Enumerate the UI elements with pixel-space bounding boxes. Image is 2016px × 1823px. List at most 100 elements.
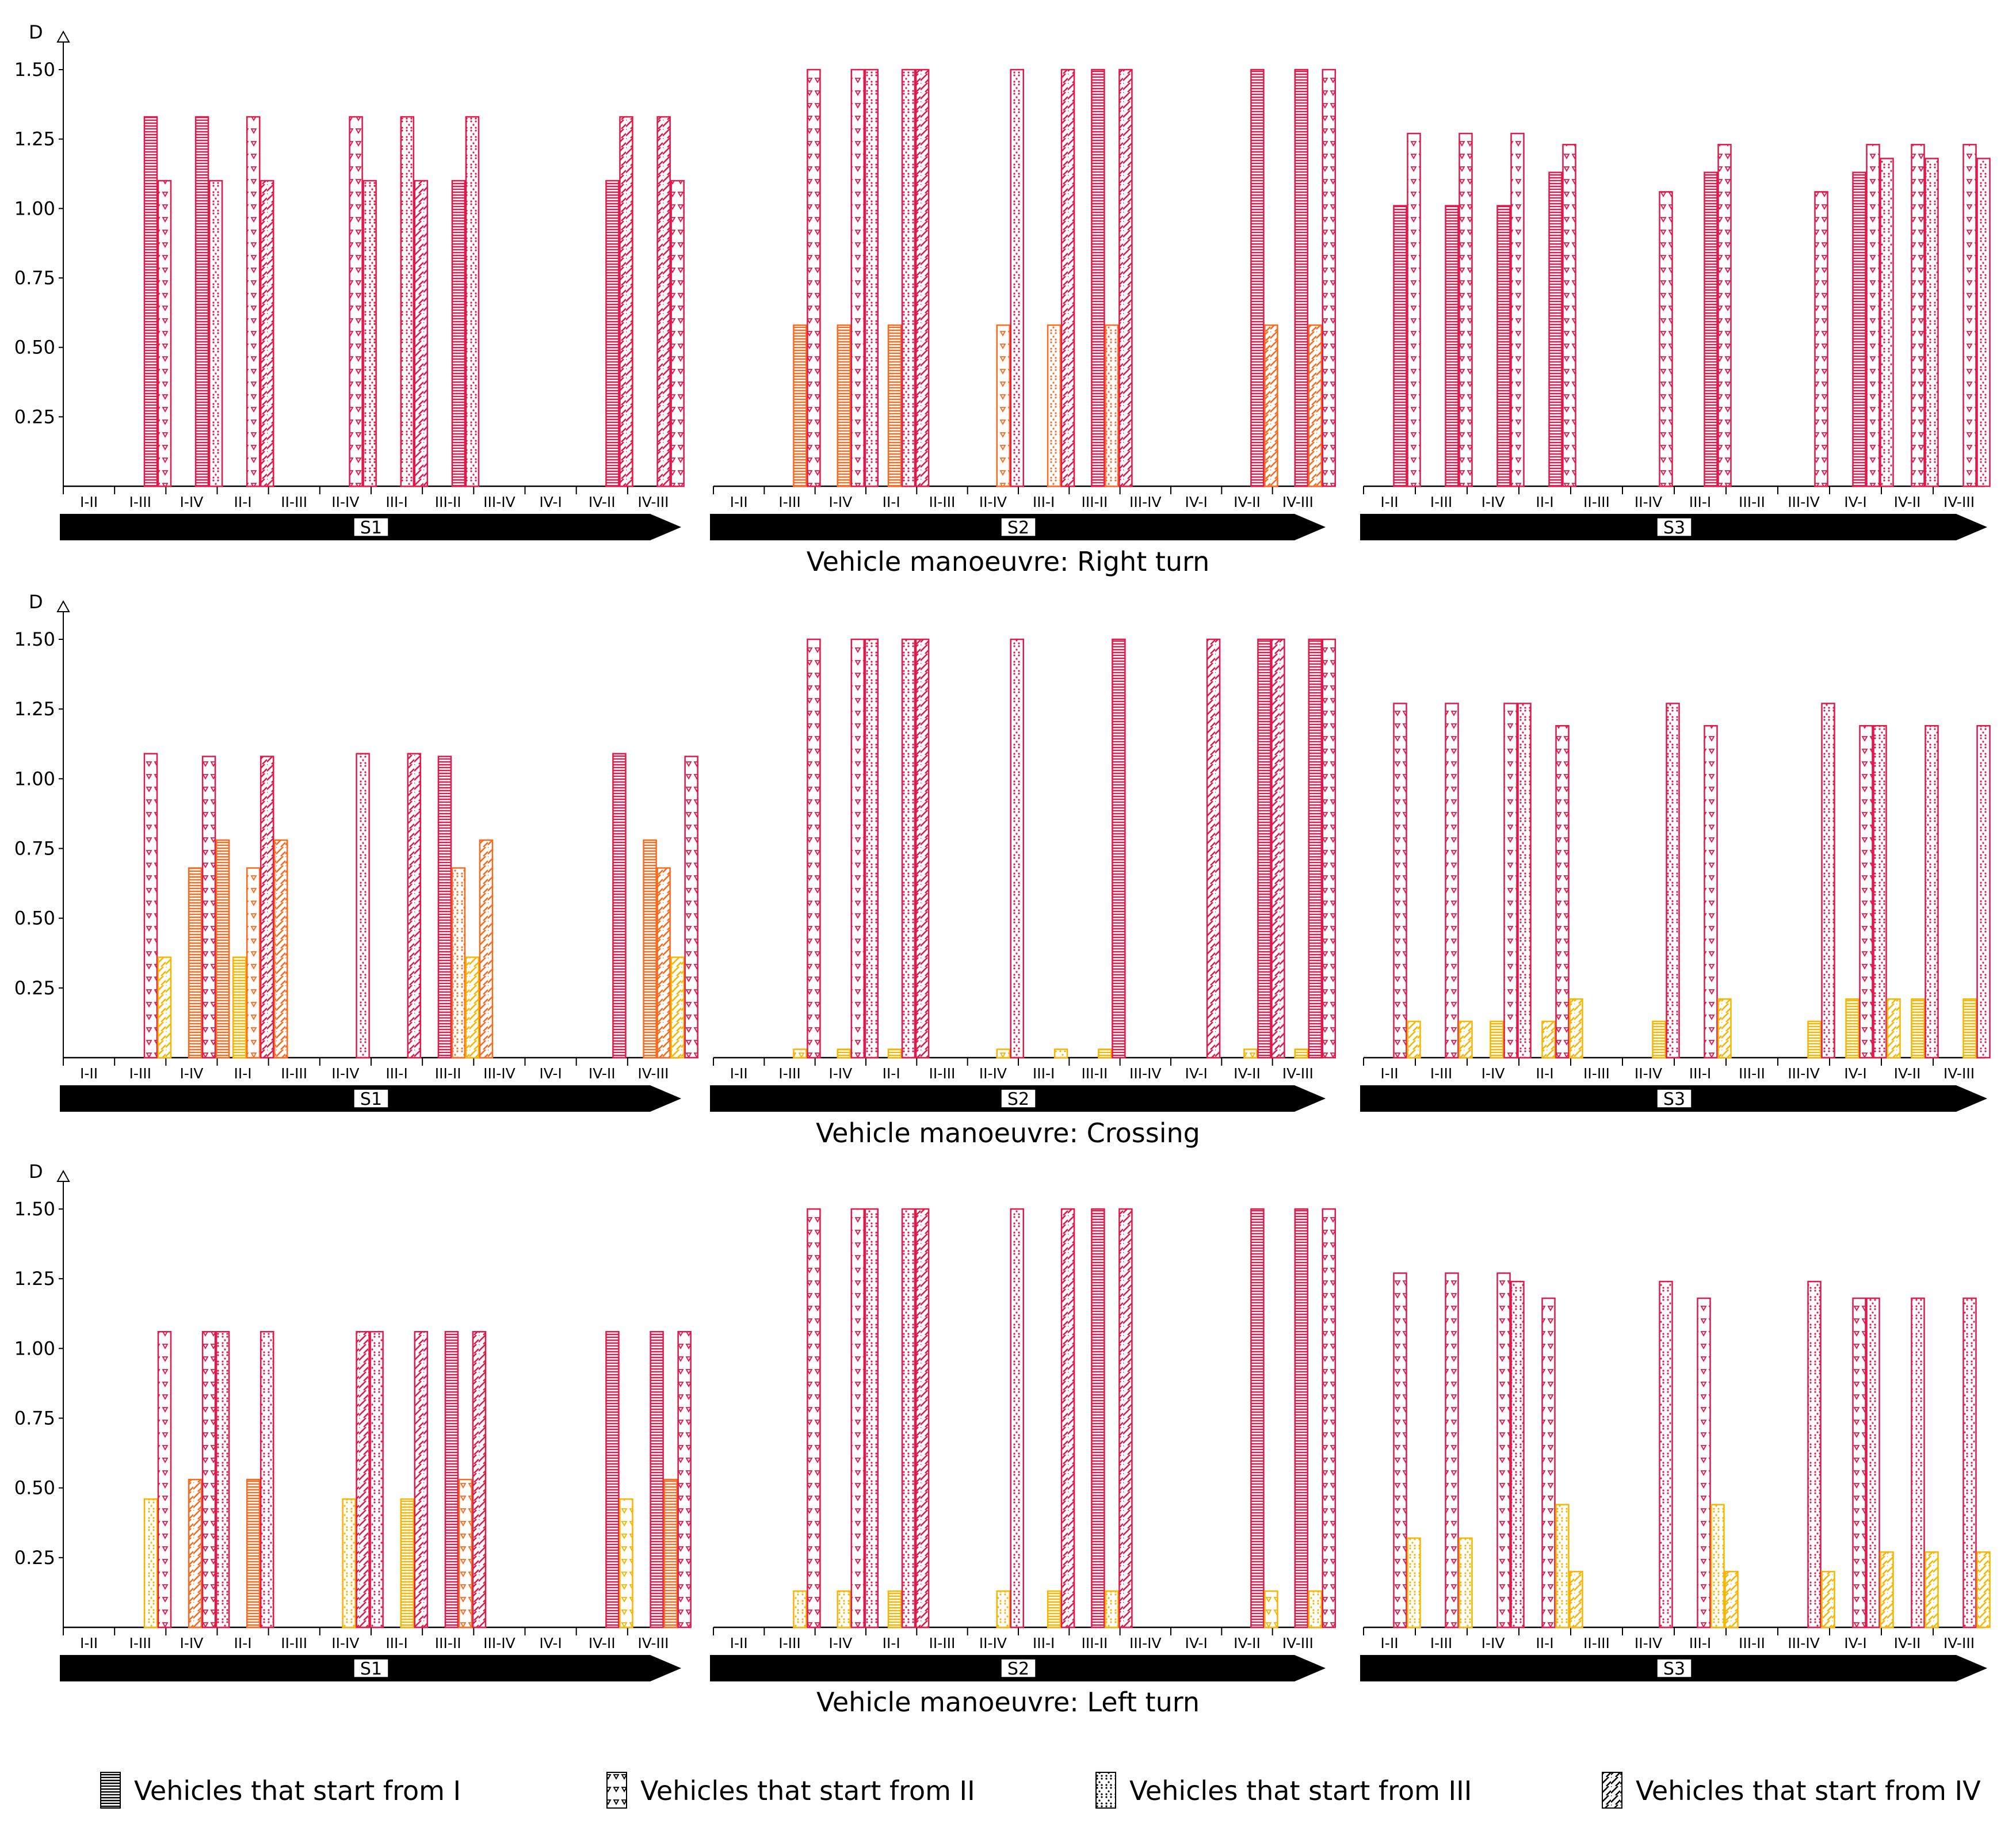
row-caption-left-turn: Vehicle manoeuvre: Left turn xyxy=(816,1687,1200,1718)
x-tick-label: I-IV xyxy=(828,1065,852,1082)
bar xyxy=(1814,191,1828,487)
bar xyxy=(1659,1280,1673,1629)
bar xyxy=(663,1478,678,1629)
x-tick-label: IV-II xyxy=(589,494,616,510)
scenario-label-box xyxy=(1001,1658,1036,1678)
bar xyxy=(901,1208,916,1629)
bar xyxy=(1852,171,1866,487)
x-tick-label: III-I xyxy=(1689,1065,1712,1082)
bar xyxy=(1308,324,1322,487)
bar xyxy=(887,324,902,487)
bar xyxy=(1091,1208,1105,1629)
x-tick-label: I-IV xyxy=(180,1065,203,1082)
bar xyxy=(1322,638,1336,1059)
y-tick-label: 1.00 xyxy=(14,1337,55,1359)
bar xyxy=(915,638,930,1059)
x-tick-label: I-II xyxy=(80,1065,98,1082)
bar xyxy=(1322,1208,1336,1629)
bar xyxy=(1393,703,1407,1059)
bar xyxy=(1569,1570,1583,1629)
x-tick-label: III-I xyxy=(1689,1635,1712,1652)
bar xyxy=(1098,1048,1112,1059)
bar xyxy=(274,839,288,1059)
bar xyxy=(1866,1297,1880,1629)
x-tick-label: III-I xyxy=(385,1635,408,1652)
bar xyxy=(479,839,494,1059)
x-tick-label: IV-II xyxy=(1894,1635,1921,1652)
bar-panel: I-II I-III I-IV II-I II-III II-IV III-I III-II I… xyxy=(710,638,1336,1112)
y-axis-label: D xyxy=(29,591,43,613)
scenario-label: S3 xyxy=(1663,1089,1685,1109)
x-tick-label: I-II xyxy=(1380,1065,1398,1082)
bar xyxy=(1724,1570,1739,1629)
x-tick-label: II-I xyxy=(1536,1065,1553,1082)
x-tick-label: II-III xyxy=(929,1635,956,1652)
x-tick-label: IV-I xyxy=(1185,1065,1207,1082)
x-tick-label: III-II xyxy=(1739,1065,1765,1082)
scenario-label-box xyxy=(353,1089,389,1108)
bar xyxy=(1652,1020,1666,1059)
x-tick-label: I-III xyxy=(1430,494,1453,510)
bar-panel: I-II I-III I-IV II-I II-III II-IV III-I III-II I… xyxy=(1360,132,1991,540)
scenario-label: S1 xyxy=(360,518,382,538)
y-axis-arrow xyxy=(56,30,70,43)
x-tick-label: IV-I xyxy=(1844,494,1866,510)
x-tick-label: III-IV xyxy=(1129,1635,1162,1652)
x-tick-label: IV-III xyxy=(1282,1635,1314,1652)
bar xyxy=(1807,1280,1822,1629)
x-tick-label: I-III xyxy=(778,1065,801,1082)
legend-swatch xyxy=(606,1772,627,1809)
x-tick-label: I-IV xyxy=(1482,1065,1505,1082)
x-tick-label: IV-I xyxy=(539,494,562,510)
bar xyxy=(157,956,172,1059)
bar xyxy=(807,1208,821,1629)
x-tick-label: III-IV xyxy=(483,494,516,510)
x-tick-label: II-I xyxy=(1536,494,1553,510)
x-tick-label: I-IV xyxy=(828,494,852,510)
legend-swatch xyxy=(1602,1772,1622,1809)
panels: D0.250.500.751.001.251.50I-II I-III I-IV II… xyxy=(14,21,1991,1681)
scenario-label: S2 xyxy=(1007,518,1029,538)
bar xyxy=(232,956,247,1059)
x-tick-label: II-I xyxy=(1536,1635,1553,1652)
bar xyxy=(1704,171,1718,487)
x-tick-label: II-I xyxy=(234,494,252,510)
scenario-label-box xyxy=(353,517,389,537)
bar xyxy=(1294,1048,1308,1059)
bar xyxy=(201,1331,216,1629)
x-tick-label: IV-III xyxy=(637,1635,669,1652)
x-tick-label: I-IV xyxy=(180,494,203,510)
x-tick-label: I-III xyxy=(778,494,801,510)
legend-swatch xyxy=(100,1772,121,1809)
y-tick-label: 0.25 xyxy=(14,1547,55,1569)
legend: Vehicles that start from I Vehicles that … xyxy=(100,1772,1981,1809)
y-tick-label: 1.25 xyxy=(14,128,55,150)
bar xyxy=(1445,703,1459,1059)
bar xyxy=(1445,205,1459,487)
bar xyxy=(1697,1297,1711,1629)
bar xyxy=(837,324,851,487)
bar xyxy=(1010,68,1024,487)
bar xyxy=(1562,144,1576,487)
bar xyxy=(1821,703,1835,1059)
x-tick-label: II-I xyxy=(234,1635,252,1652)
bar xyxy=(1458,1537,1473,1629)
bar xyxy=(684,756,698,1059)
bar xyxy=(1976,158,1991,487)
bar xyxy=(901,68,916,487)
bar-panel: I-II I-III I-IV II-I II-III II-IV III-I III-II I… xyxy=(1360,1272,1991,1681)
bar xyxy=(793,324,807,487)
scenario-label-box xyxy=(353,1658,389,1678)
x-tick-label: III-I xyxy=(1033,1065,1055,1082)
bar xyxy=(246,867,261,1059)
bar xyxy=(837,1048,851,1059)
legend-label: Vehicles that start from II xyxy=(640,1775,975,1806)
x-tick-label: IV-I xyxy=(539,1065,562,1082)
bar xyxy=(1821,1570,1835,1629)
bar xyxy=(1807,1020,1822,1059)
x-tick-label: IV-II xyxy=(1234,1065,1261,1082)
bar xyxy=(643,839,657,1059)
y-tick-label: 0.75 xyxy=(14,1408,55,1429)
bar xyxy=(246,1478,261,1629)
bar xyxy=(1322,68,1336,487)
